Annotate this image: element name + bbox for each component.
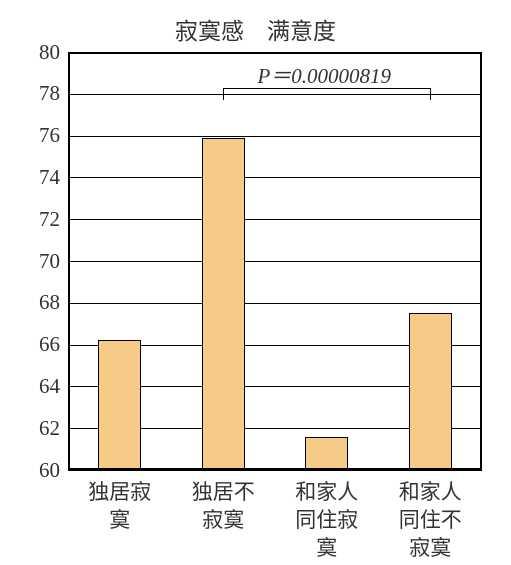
bar-chart: 寂寞感 满意度 P＝0.00000819 60 62 64 66 68 70 72 74 76 7… — [0, 0, 511, 565]
y-tick-label: 72 — [39, 207, 60, 232]
gridline — [68, 261, 482, 262]
x-category-label: 和家人同住寂寞 — [293, 478, 360, 562]
y-tick-label: 66 — [39, 332, 60, 357]
x-axis-bottom — [68, 468, 482, 470]
sig-bracket-top — [223, 88, 430, 89]
sig-bracket-left — [223, 88, 224, 100]
y-tick-label: 64 — [39, 374, 60, 399]
gridline — [68, 94, 482, 95]
bar — [202, 138, 245, 470]
gridline — [68, 136, 482, 137]
y-tick-label: 62 — [39, 416, 60, 441]
x-category-label: 独居不寂寞 — [190, 478, 257, 534]
bar — [305, 437, 348, 470]
y-tick-label: 78 — [39, 81, 60, 106]
y-tick-label: 76 — [39, 123, 60, 148]
gridline — [68, 470, 482, 471]
x-category-label: 和家人同住不寂寞 — [397, 478, 464, 562]
gridline — [68, 303, 482, 304]
x-category-label: 独居寂寞 — [86, 478, 153, 534]
bar — [98, 340, 141, 470]
x-axis-top — [68, 52, 482, 54]
y-axis-right — [480, 52, 482, 470]
y-axis-left — [68, 52, 70, 470]
bar — [409, 313, 452, 470]
gridline — [68, 219, 482, 220]
sig-bracket-right — [430, 88, 431, 100]
chart-title: 寂寞感 满意度 — [0, 12, 511, 46]
p-value-annotation: P＝0.00000819 — [257, 60, 391, 90]
y-tick-label: 68 — [39, 290, 60, 315]
y-tick-label: 70 — [39, 249, 60, 274]
y-tick-label: 60 — [39, 458, 60, 483]
y-tick-label: 74 — [39, 165, 60, 190]
y-tick-label: 80 — [39, 40, 60, 65]
gridline — [68, 177, 482, 178]
